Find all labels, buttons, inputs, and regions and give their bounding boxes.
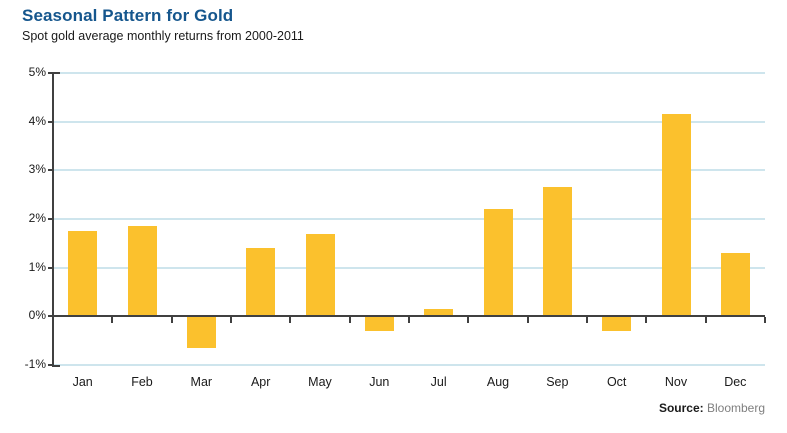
- x-axis-tick-11: [704, 317, 707, 324]
- y-axis-label-0pct: 0%: [28, 308, 46, 323]
- y-axis-label-1pct: 1%: [28, 259, 46, 274]
- y-axis-label--1pct: -1%: [24, 357, 46, 371]
- y-axis-label-4pct: 4%: [28, 113, 46, 128]
- x-axis-tick-9: [586, 317, 588, 324]
- x-axis-label-jan: Jan: [72, 375, 93, 389]
- y-axis-tick-1pct: [48, 266, 53, 269]
- x-axis-label-jul: Jul: [430, 375, 447, 389]
- x-axis-tick-4: [289, 317, 292, 324]
- x-axis-tick-7: [467, 317, 470, 324]
- x-axis-label-oct: Oct: [606, 375, 627, 389]
- x-axis-label-jun: Jun: [369, 375, 390, 389]
- y-axis-tick-4pct: [48, 120, 53, 123]
- gridline-4pct: [53, 120, 765, 123]
- chart-subtitle: Spot gold average monthly returns from 2…: [22, 29, 304, 43]
- gridline--1pct: [53, 364, 765, 366]
- x-axis-tick-10: [645, 317, 648, 324]
- bar-aug: [483, 209, 513, 317]
- y-axis-bottom-cap: [52, 365, 60, 367]
- bar-nov: [661, 114, 691, 317]
- bar-mar: [186, 316, 216, 348]
- source-line: Source: Bloomberg: [0, 401, 765, 415]
- bar-apr: [246, 248, 276, 317]
- bar-dec: [720, 253, 750, 317]
- y-axis-label-2pct: 2%: [28, 211, 46, 225]
- y-axis-label-3pct: 3%: [28, 162, 46, 177]
- gridline-3pct: [53, 169, 765, 172]
- gridline-1pct: [53, 266, 765, 269]
- y-axis-line: [52, 73, 54, 367]
- source-label: Source:: [658, 401, 704, 415]
- y-axis-tick-5pct: [48, 72, 53, 74]
- y-axis-tick-2pct: [48, 218, 53, 220]
- source-value: Bloomberg: [706, 401, 765, 415]
- gridline-5pct: [53, 72, 765, 74]
- x-axis-label-may: May: [308, 375, 332, 389]
- y-axis-label-5pct: 5%: [28, 65, 46, 79]
- gridline-2pct: [53, 218, 765, 220]
- y-axis-tick--1pct: [48, 364, 53, 366]
- x-axis-label-apr: Apr: [250, 375, 271, 389]
- bar-may: [305, 233, 335, 317]
- bar-feb: [127, 226, 157, 317]
- x-axis-label-sep: Sep: [546, 375, 569, 389]
- y-axis-tick-3pct: [48, 169, 53, 172]
- y-axis-top-cap: [52, 72, 60, 74]
- bar-sep: [542, 187, 572, 317]
- bar-oct: [602, 316, 632, 331]
- x-axis-zero-line: [53, 315, 765, 318]
- x-axis-label-aug: Aug: [486, 375, 510, 389]
- x-axis-tick-3: [230, 317, 232, 324]
- bar-jan: [68, 231, 98, 317]
- x-axis-tick-5: [348, 317, 351, 324]
- x-axis-tick-2: [170, 317, 173, 324]
- x-axis-tick-6: [408, 317, 410, 324]
- x-axis-tick-8: [526, 317, 529, 324]
- y-axis-tick-0pct: [48, 315, 53, 318]
- x-axis-tick-1: [111, 317, 114, 324]
- x-axis-label-mar: Mar: [190, 375, 213, 389]
- chart-title: Seasonal Pattern for Gold: [22, 6, 234, 25]
- bar-jul: [424, 309, 454, 317]
- x-axis-label-feb: Feb: [131, 375, 153, 389]
- x-axis-label-dec: Dec: [724, 375, 747, 389]
- x-axis-tick-12: [764, 317, 766, 324]
- x-axis-label-nov: Nov: [664, 375, 688, 389]
- bar-jun: [364, 316, 394, 331]
